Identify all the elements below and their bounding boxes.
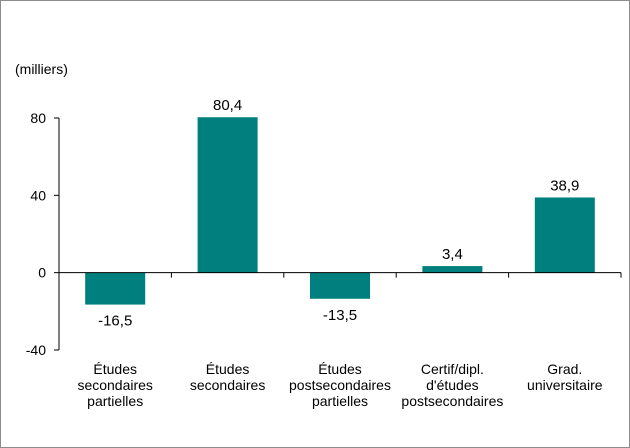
data-label: 3,4 (442, 246, 463, 263)
category-label-line: Études (93, 361, 137, 377)
unit-label: (milliers) (15, 61, 68, 77)
category-label: Études postsecondaires partielles (281, 361, 399, 409)
bars (85, 117, 595, 305)
category-label-line: universitaire (527, 377, 603, 393)
value-labels: -16,5 80,4 -13,5 3,4 38,9 (98, 97, 579, 329)
y-tick-label: 40 (30, 187, 46, 203)
y-tick-label: 80 (30, 110, 46, 126)
category-label-line: secondaires (189, 377, 266, 393)
data-label: -13,5 (323, 307, 357, 324)
category-label: Études secondaires partielles (56, 361, 174, 409)
bar (310, 272, 370, 299)
category-label-line: Certif/dipl. (420, 361, 484, 377)
category-label-line: d'études (426, 377, 479, 393)
category-label-line: partielles (311, 393, 369, 409)
bar (534, 197, 595, 273)
bar (85, 272, 146, 305)
category-label-line: Études (318, 361, 362, 377)
y-tick-label: -40 (26, 342, 46, 358)
category-label-line: secondaires (77, 377, 153, 393)
y-axis-ticks: -40 0 40 80 (26, 110, 59, 358)
data-label: -16,5 (98, 313, 132, 330)
category-label: Études secondaires (169, 361, 287, 393)
bar (197, 117, 258, 273)
data-label: 38,9 (550, 177, 579, 194)
category-label: Grad. universitaire (506, 361, 624, 393)
x-axis-ticks (58, 272, 622, 278)
bar (422, 266, 483, 273)
category-label-line: postsecondaires (401, 393, 504, 409)
category-label-line: Grad. (547, 361, 583, 377)
category-label: Certif/dipl. d'études postsecondaires (393, 361, 511, 409)
y-tick-label: 0 (38, 265, 46, 281)
category-label-line: postsecondaires (289, 377, 391, 393)
category-label-line: Études (205, 361, 250, 377)
data-label: 80,4 (213, 97, 242, 114)
category-label-line: partielles (87, 393, 144, 409)
